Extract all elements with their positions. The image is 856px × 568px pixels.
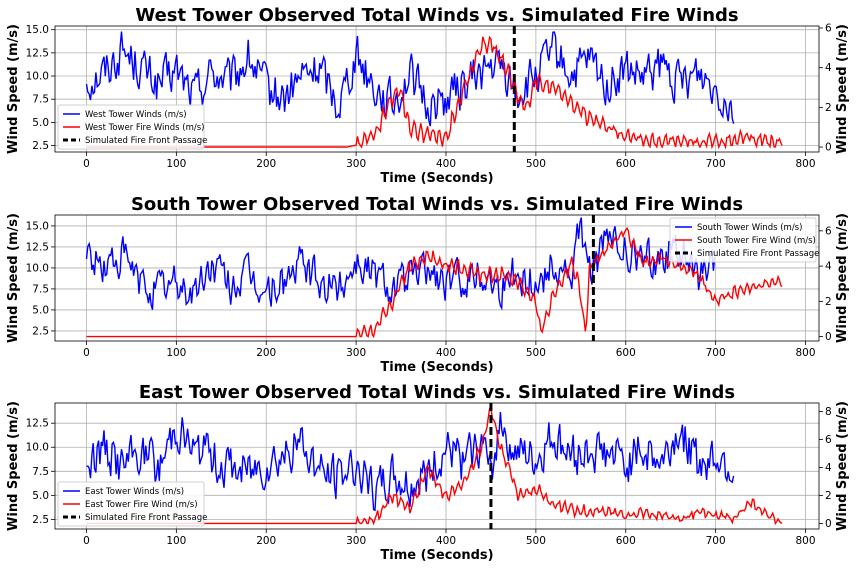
y-right-tick-label: 4 xyxy=(825,462,832,474)
legend-label: Simulated Fire Front Passage xyxy=(697,249,819,259)
x-tick-label: 800 xyxy=(795,347,815,359)
y-tick-label: 12.5 xyxy=(26,418,49,430)
y-tick-label: 12.5 xyxy=(26,47,49,59)
chart-panel-1: 0 100 200 300 400 500 600 700 800 2.5 5.0 7.5 10.0 12… xyxy=(6,5,850,186)
legend-label: Simulated Fire Front Passage xyxy=(85,513,207,523)
y-right-tick-label: 2 xyxy=(825,296,832,308)
x-tick-label: 300 xyxy=(346,535,366,547)
y-tick-label: 5.0 xyxy=(32,304,49,316)
chart-panel-2: 0 100 200 300 400 500 600 700 800 2.5 5.0 7.5 10.0 12… xyxy=(6,194,850,375)
legend-label: West Tower Fire Winds (m/s) xyxy=(85,123,205,133)
y-tick-label: 5.0 xyxy=(32,117,49,129)
x-tick-label: 200 xyxy=(256,347,276,359)
x-tick-label: 800 xyxy=(795,535,815,547)
chart-title: West Tower Observed Total Winds vs. Simu… xyxy=(135,5,738,26)
y-right-tick-label: 0 xyxy=(825,142,832,154)
y-tick-label: 12.5 xyxy=(26,241,49,253)
x-tick-label: 700 xyxy=(706,347,726,359)
y-right-tick-label: 2 xyxy=(825,102,832,114)
y-tick-label: 10.0 xyxy=(26,262,49,274)
x-tick-label: 500 xyxy=(526,347,546,359)
series-line-fire xyxy=(86,227,783,339)
y-tick-label: 2.5 xyxy=(32,514,49,526)
y-tick-label: 7.5 xyxy=(32,466,49,478)
x-tick-label: 300 xyxy=(346,347,366,359)
y-right-tick-label: 4 xyxy=(825,62,832,74)
y-axis-label: Wind Speed (m/s) xyxy=(6,24,21,154)
x-axis-label: Time (Seconds) xyxy=(380,548,493,563)
y-tick-label: 7.5 xyxy=(32,94,49,106)
x-tick-label: 200 xyxy=(256,535,276,547)
x-tick-label: 0 xyxy=(83,158,90,170)
x-tick-label: 800 xyxy=(795,158,815,170)
legend: East Tower Winds (m/s) East Tower Fire Wi… xyxy=(57,481,207,527)
y-tick-label: 10.0 xyxy=(26,71,49,83)
x-tick-label: 0 xyxy=(83,535,90,547)
x-tick-label: 100 xyxy=(166,347,186,359)
y-tick-label: 10.0 xyxy=(26,442,49,454)
legend-box xyxy=(57,104,205,150)
plot-frame xyxy=(54,214,820,342)
x-axis-label: Time (Seconds) xyxy=(380,171,493,186)
y-right-tick-label: 6 xyxy=(825,434,832,446)
x-tick-label: 100 xyxy=(166,158,186,170)
y-right-axis-label: Wind Speed (m/s) xyxy=(835,24,850,154)
legend-label: Simulated Fire Front Passage xyxy=(85,136,207,146)
legend-label: West Tower Winds (m/s) xyxy=(85,110,187,120)
series-line-observed xyxy=(85,217,716,311)
x-tick-label: 600 xyxy=(616,158,636,170)
legend-label: South Tower Fire Wind (m/s) xyxy=(697,236,816,246)
x-tick-label: 500 xyxy=(526,535,546,547)
y-right-tick-label: 4 xyxy=(825,261,832,273)
y-tick-label: 15.0 xyxy=(26,24,49,36)
plot-frame xyxy=(54,25,820,153)
y-right-tick-label: 0 xyxy=(825,518,832,530)
x-axis-label: Time (Seconds) xyxy=(380,360,493,375)
series-line-observed xyxy=(86,412,735,512)
plot-frame xyxy=(54,402,820,530)
x-tick-label: 600 xyxy=(616,535,636,547)
chart-panel-3: 0 100 200 300 400 500 600 700 800 2.5 5.0 7.5 10.0 12… xyxy=(6,382,850,563)
y-axis-label: Wind Speed (m/s) xyxy=(6,213,21,343)
x-tick-label: 100 xyxy=(166,535,186,547)
y-right-axis-label: Wind Speed (m/s) xyxy=(835,213,850,343)
legend: South Tower Winds (m/s) South Tower Fire … xyxy=(669,217,819,263)
y-right-tick-label: 6 xyxy=(825,22,832,34)
legend-label: South Tower Winds (m/s) xyxy=(697,223,802,233)
x-tick-label: 200 xyxy=(256,158,276,170)
series-group xyxy=(85,217,783,339)
y-right-axis-label: Wind Speed (m/s) xyxy=(835,401,850,531)
legend: West Tower Winds (m/s) West Tower Fire Wi… xyxy=(57,104,207,150)
y-tick-label: 2.5 xyxy=(32,325,49,337)
series-line-observed xyxy=(85,31,735,127)
y-axis-label: Wind Speed (m/s) xyxy=(6,401,21,531)
x-tick-label: 300 xyxy=(346,158,366,170)
chart-title: South Tower Observed Total Winds vs. Sim… xyxy=(131,194,743,215)
x-tick-label: 0 xyxy=(83,347,90,359)
y-tick-label: 5.0 xyxy=(32,490,49,502)
legend-label: East Tower Winds (m/s) xyxy=(85,487,184,497)
y-tick-label: 15.0 xyxy=(26,220,49,232)
x-tick-label: 700 xyxy=(706,535,726,547)
chart-title: East Tower Observed Total Winds vs. Simu… xyxy=(139,382,735,403)
y-tick-label: 7.5 xyxy=(32,283,49,295)
y-right-tick-label: 0 xyxy=(825,331,832,343)
legend-box xyxy=(669,217,817,263)
x-tick-label: 400 xyxy=(436,535,456,547)
legend-label: East Tower Fire Wind (m/s) xyxy=(85,500,198,510)
x-tick-label: 700 xyxy=(706,158,726,170)
x-tick-label: 400 xyxy=(436,347,456,359)
y-tick-label: 2.5 xyxy=(32,140,49,152)
legend-box xyxy=(57,481,205,527)
x-tick-label: 500 xyxy=(526,158,546,170)
x-tick-label: 400 xyxy=(436,158,456,170)
y-right-tick-label: 2 xyxy=(825,490,832,502)
y-right-tick-label: 8 xyxy=(825,406,832,418)
x-tick-label: 600 xyxy=(616,347,636,359)
y-right-tick-label: 6 xyxy=(825,225,832,237)
